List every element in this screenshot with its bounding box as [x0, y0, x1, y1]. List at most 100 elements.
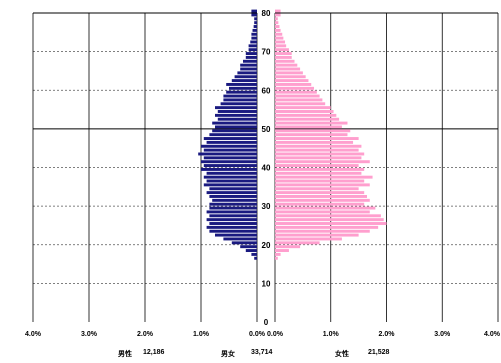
female-total-label: 女性: [335, 351, 349, 358]
male-bar-age-55: [215, 106, 257, 110]
male-bar-age-18: [245, 249, 257, 253]
female-bar-age-33: [275, 191, 365, 195]
overall-total-value: 33,714: [251, 349, 273, 356]
male-axis-tick-2: 2.0%: [137, 331, 154, 338]
male-bar-age-44: [203, 148, 257, 152]
male-bar-age-52: [217, 117, 257, 121]
female-bar-age-69: [275, 52, 292, 56]
female-axis-tick-1: 1.0%: [323, 331, 340, 338]
male-bar-age-41: [201, 160, 257, 164]
female-bar-age-29: [275, 206, 376, 210]
male-bar-age-28: [206, 210, 257, 214]
age-tick-label-20: 20: [262, 241, 271, 250]
female-bar-age-56: [275, 102, 326, 106]
female-bar-age-54: [275, 110, 334, 113]
male-bar-age-21: [223, 237, 257, 241]
male-bar-age-46: [206, 140, 257, 144]
male-bar-age-75: [252, 28, 257, 32]
female-bar-age-67: [275, 59, 295, 63]
male-bar-age-53: [215, 113, 257, 117]
male-bar-age-76: [253, 25, 257, 28]
male-bar-age-62: [231, 79, 257, 83]
male-bar-age-25: [209, 222, 257, 225]
female-bar-age-62: [275, 79, 309, 83]
male-bar-age-78: [254, 17, 257, 21]
grid-layer: [32, 12, 499, 322]
male-bar-age-50: [215, 125, 257, 129]
female-bar-age-47: [275, 137, 359, 140]
female-bar-age-51: [275, 121, 348, 125]
age-tick-label-50: 50: [262, 125, 271, 134]
male-axis-tick-0: 4.0%: [25, 331, 42, 338]
female-bar-age-52: [275, 117, 340, 121]
male-bar-age-32: [209, 195, 257, 198]
bars-layer: [198, 9, 387, 260]
male-bar-age-38: [206, 171, 257, 175]
female-bar-age-30: [275, 202, 365, 206]
female-bar-age-79: [275, 13, 281, 17]
male-bar-age-79: [251, 13, 257, 17]
male-bar-age-73: [251, 36, 257, 40]
female-bar-age-40: [275, 164, 359, 168]
female-bar-age-17: [275, 252, 281, 256]
female-bar-age-71: [275, 44, 287, 48]
male-bar-age-77: [254, 21, 257, 25]
male-bar-age-42: [203, 156, 257, 160]
female-bar-age-59: [275, 90, 317, 94]
female-bar-age-77: [275, 21, 279, 25]
male-bar-age-16: [254, 256, 257, 260]
male-bar-age-65: [240, 67, 257, 71]
overall-total-label: 男女: [221, 351, 235, 358]
female-bar-age-21: [275, 237, 342, 241]
male-bar-age-68: [245, 55, 257, 59]
male-axis-tick-4: 0.0%: [249, 331, 266, 338]
age-tick-label-10: 10: [262, 279, 271, 288]
male-total-value: 12,186: [143, 349, 165, 356]
male-bar-age-36: [206, 179, 257, 183]
male-bar-age-63: [234, 75, 257, 79]
female-bar-age-44: [275, 148, 359, 152]
male-bar-age-74: [251, 32, 257, 36]
male-bar-age-40: [203, 164, 257, 168]
female-bar-age-61: [275, 82, 312, 86]
female-bar-age-58: [275, 94, 320, 98]
female-bar-age-57: [275, 98, 323, 102]
female-bar-age-75: [275, 28, 281, 32]
female-bar-age-64: [275, 71, 303, 75]
male-bar-age-58: [223, 94, 257, 98]
male-bar-age-33: [206, 191, 257, 195]
male-bar-age-37: [203, 175, 257, 179]
female-bar-age-18: [275, 249, 289, 253]
female-bar-age-74: [275, 32, 283, 36]
female-bar-age-31: [275, 198, 370, 202]
male-bar-age-45: [201, 144, 257, 148]
male-bar-age-61: [226, 82, 257, 86]
female-bar-age-26: [275, 218, 384, 222]
male-bar-age-17: [251, 252, 257, 256]
male-bar-age-30: [209, 202, 257, 206]
male-bar-age-43: [198, 152, 257, 156]
male-axis-tick-3: 1.0%: [193, 331, 210, 338]
female-bar-age-27: [275, 214, 381, 218]
male-bar-age-69: [245, 52, 257, 56]
male-bar-age-19: [240, 245, 257, 249]
female-bar-age-39: [275, 167, 365, 171]
female-bar-age-38: [275, 171, 362, 175]
female-bar-age-24: [275, 225, 379, 229]
male-bar-age-26: [206, 218, 257, 222]
female-bar-age-70: [275, 48, 289, 52]
male-bar-age-24: [206, 225, 257, 229]
female-bar-age-41: [275, 160, 370, 164]
male-bar-age-51: [212, 121, 257, 125]
female-bar-age-78: [275, 17, 278, 21]
female-bar-age-22: [275, 233, 359, 237]
male-bar-age-54: [217, 110, 257, 113]
male-bar-age-29: [209, 206, 257, 210]
female-bar-age-73: [275, 36, 284, 40]
age-tick-label-60: 60: [262, 86, 271, 95]
male-bar-age-71: [248, 44, 257, 48]
female-total-value: 21,528: [368, 349, 390, 356]
female-bar-age-23: [275, 229, 370, 233]
female-bar-age-19: [275, 245, 301, 249]
